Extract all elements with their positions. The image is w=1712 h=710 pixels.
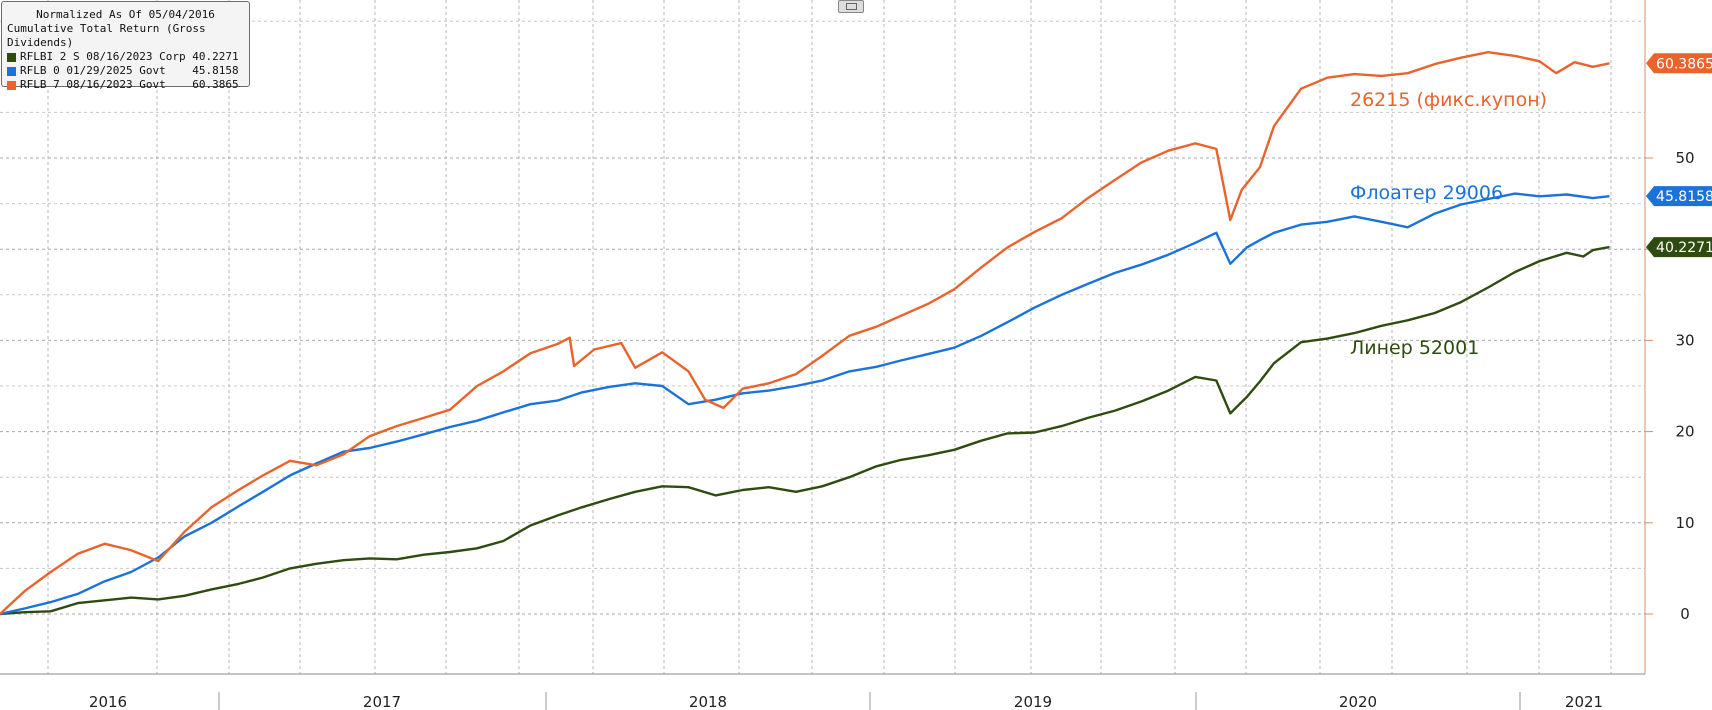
chart-options-icon[interactable] (838, 0, 864, 13)
series-line (0, 51, 1610, 615)
legend-title: Normalized As Of 05/04/2016 (36, 8, 215, 21)
series-line (0, 245, 1610, 616)
legend-swatch (7, 66, 16, 76)
legend-entry: RFLB 7 08/16/2023 Govt 60.3865 (2, 78, 249, 92)
value-tag-text: 60.3865 (1656, 56, 1712, 72)
x-tick-label: 2020 (1339, 693, 1377, 710)
x-tick-label: 2017 (363, 693, 401, 710)
y-tick-label: 20 (1675, 423, 1694, 441)
legend-value (186, 50, 193, 64)
series-annotation: 26215 (фикс.купон) (1350, 89, 1547, 111)
y-tick-label: 30 (1675, 331, 1694, 349)
legend-value: 60.3865 (192, 78, 239, 91)
value-tag-text: 45.8158 (1656, 189, 1712, 205)
series-annotation: Линер 52001 (1350, 337, 1479, 359)
legend-swatch (7, 80, 16, 90)
series-annotation: Флоатер 29006 (1350, 182, 1503, 204)
legend-entry: RFLBI 2 S 08/16/2023 Corp 40.2271 (2, 50, 249, 64)
legend-entry: RFLB 0 01/29/2025 Govt 45.8158 (2, 64, 249, 78)
x-tick-label: 2021 (1565, 693, 1603, 710)
value-tag (1646, 237, 1712, 258)
legend-value (166, 64, 193, 78)
x-tick-label: 2019 (1014, 693, 1052, 710)
x-tick-label: 2016 (89, 693, 127, 710)
legend-ticker: RFLB 0 01/29/2025 Govt (20, 64, 166, 77)
legend-value: 40.2271 (192, 50, 239, 63)
legend-ticker: RFLB 7 08/16/2023 Govt (20, 78, 166, 91)
value-tag (1646, 53, 1712, 74)
y-tick-label: 10 (1675, 514, 1694, 532)
value-tag-text: 40.2271 (1656, 240, 1712, 256)
y-tick-label: 50 (1675, 149, 1694, 167)
legend-ticker: RFLBI 2 S 08/16/2023 Corp (20, 50, 186, 63)
grid-lines (0, 0, 1645, 674)
x-tick-label: 2018 (689, 693, 727, 710)
legend-value (166, 78, 193, 92)
y-tick-label: 0 (1680, 605, 1690, 623)
series-lines (0, 51, 1610, 616)
legend-swatch (7, 52, 16, 62)
series-labels: 40.2271 45.8158 60.3865 Линер 52001 Флоатер … (1350, 53, 1712, 359)
legend-subtitle: Cumulative Total Return (Gross Dividends… (7, 22, 206, 49)
legend: Normalized As Of 05/04/2016 Cumulative T… (1, 1, 250, 91)
series-line (0, 192, 1610, 616)
legend-value: 45.8158 (192, 64, 239, 77)
value-tag (1646, 186, 1712, 207)
